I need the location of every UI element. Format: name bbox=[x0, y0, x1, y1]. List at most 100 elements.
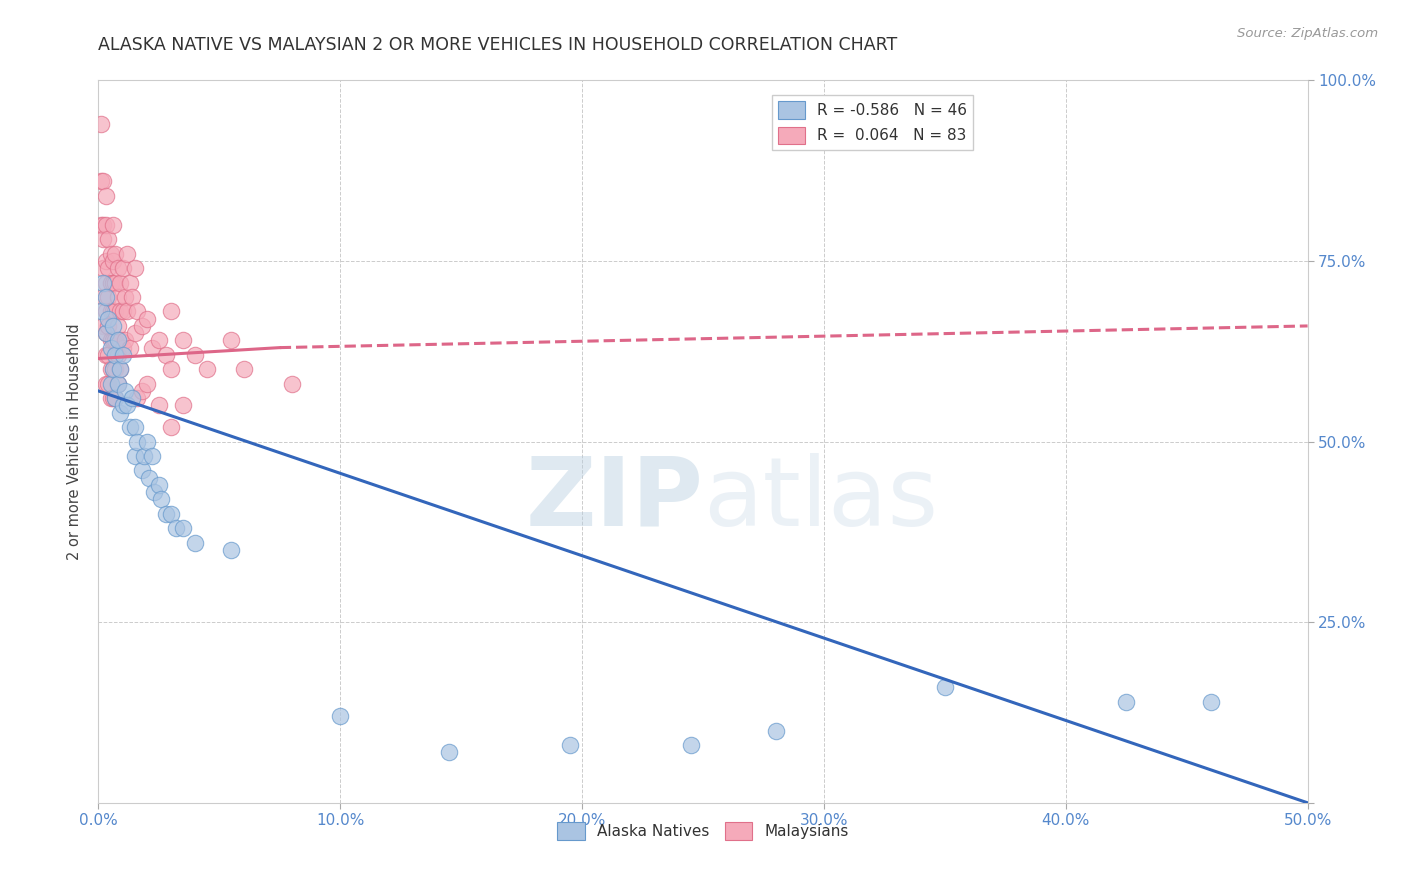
Point bbox=[101, 318, 124, 333]
Point bbox=[134, 449, 156, 463]
Point bbox=[135, 434, 157, 449]
Point bbox=[107, 376, 129, 391]
Point bbox=[232, 362, 254, 376]
Point bbox=[124, 420, 146, 434]
Point bbox=[108, 406, 131, 420]
Point bbox=[155, 348, 177, 362]
Point bbox=[114, 290, 136, 304]
Point bbox=[101, 362, 124, 376]
Point bbox=[94, 253, 117, 268]
Point bbox=[148, 478, 170, 492]
Point bbox=[97, 311, 120, 326]
Point bbox=[97, 290, 120, 304]
Point bbox=[117, 398, 139, 412]
Point bbox=[111, 261, 134, 276]
Point bbox=[117, 304, 139, 318]
Point bbox=[104, 362, 127, 376]
Point bbox=[281, 376, 304, 391]
Point bbox=[765, 723, 787, 738]
Point bbox=[107, 318, 129, 333]
Point bbox=[108, 362, 131, 376]
Point bbox=[100, 276, 122, 290]
Point bbox=[97, 261, 120, 276]
Point bbox=[172, 334, 194, 348]
Point bbox=[101, 304, 124, 318]
Point bbox=[111, 304, 134, 318]
Point bbox=[437, 745, 460, 759]
Point bbox=[107, 376, 129, 391]
Point bbox=[114, 384, 136, 398]
Point bbox=[124, 261, 146, 276]
Point bbox=[104, 391, 127, 405]
Point bbox=[107, 334, 129, 348]
Point bbox=[148, 334, 170, 348]
Point bbox=[934, 680, 956, 694]
Point bbox=[108, 276, 131, 290]
Point bbox=[97, 318, 120, 333]
Point bbox=[101, 334, 124, 348]
Point bbox=[97, 376, 120, 391]
Point bbox=[148, 398, 170, 412]
Point bbox=[127, 304, 149, 318]
Point bbox=[94, 348, 117, 362]
Legend: Alaska Natives, Malaysians: Alaska Natives, Malaysians bbox=[551, 816, 855, 846]
Point bbox=[100, 376, 122, 391]
Point bbox=[160, 507, 183, 521]
Point bbox=[104, 304, 127, 318]
Point bbox=[160, 420, 183, 434]
Point bbox=[138, 470, 160, 484]
Point bbox=[107, 261, 129, 276]
Point bbox=[90, 174, 112, 188]
Point bbox=[679, 738, 702, 752]
Point bbox=[131, 318, 153, 333]
Point bbox=[1115, 695, 1137, 709]
Point bbox=[155, 507, 177, 521]
Point bbox=[101, 276, 124, 290]
Point bbox=[100, 304, 122, 318]
Point bbox=[329, 709, 352, 723]
Point bbox=[108, 362, 131, 376]
Point bbox=[111, 398, 134, 412]
Point bbox=[150, 492, 173, 507]
Point bbox=[100, 334, 122, 348]
Point bbox=[558, 738, 581, 752]
Point bbox=[97, 232, 120, 246]
Point bbox=[91, 218, 114, 232]
Point bbox=[160, 304, 183, 318]
Point bbox=[100, 362, 122, 376]
Point bbox=[143, 485, 166, 500]
Text: Source: ZipAtlas.com: Source: ZipAtlas.com bbox=[1237, 27, 1378, 40]
Point bbox=[107, 290, 129, 304]
Text: ZIP: ZIP bbox=[524, 453, 703, 546]
Point bbox=[100, 391, 122, 405]
Point bbox=[94, 326, 117, 340]
Point bbox=[94, 189, 117, 203]
Point bbox=[90, 117, 112, 131]
Point bbox=[111, 348, 134, 362]
Point bbox=[184, 348, 207, 362]
Point bbox=[91, 318, 114, 333]
Point bbox=[135, 376, 157, 391]
Point bbox=[117, 246, 139, 260]
Point bbox=[118, 276, 141, 290]
Point bbox=[131, 463, 153, 477]
Point bbox=[195, 362, 218, 376]
Point bbox=[160, 362, 183, 376]
Point bbox=[107, 348, 129, 362]
Y-axis label: 2 or more Vehicles in Household: 2 or more Vehicles in Household bbox=[67, 323, 83, 560]
Point bbox=[184, 535, 207, 549]
Text: ALASKA NATIVE VS MALAYSIAN 2 OR MORE VEHICLES IN HOUSEHOLD CORRELATION CHART: ALASKA NATIVE VS MALAYSIAN 2 OR MORE VEH… bbox=[98, 36, 897, 54]
Point bbox=[100, 341, 122, 355]
Point bbox=[91, 276, 114, 290]
Point bbox=[104, 276, 127, 290]
Point bbox=[114, 334, 136, 348]
Point bbox=[124, 326, 146, 340]
Point bbox=[104, 246, 127, 260]
Point bbox=[104, 391, 127, 405]
Point bbox=[104, 348, 127, 362]
Point bbox=[108, 334, 131, 348]
Point bbox=[101, 391, 124, 405]
Point bbox=[90, 218, 112, 232]
Text: atlas: atlas bbox=[703, 453, 938, 546]
Point bbox=[94, 304, 117, 318]
